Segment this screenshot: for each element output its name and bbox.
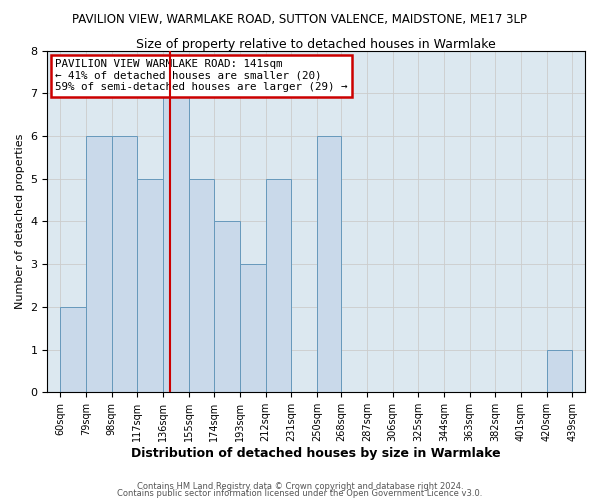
- Bar: [86, 136, 112, 392]
- Text: PAVILION VIEW WARMLAKE ROAD: 141sqm
← 41% of detached houses are smaller (20)
59: PAVILION VIEW WARMLAKE ROAD: 141sqm ← 41…: [55, 59, 348, 92]
- Bar: [112, 136, 137, 392]
- Bar: [214, 222, 240, 392]
- Bar: [317, 136, 341, 392]
- Bar: [240, 264, 266, 392]
- Bar: [137, 178, 163, 392]
- X-axis label: Distribution of detached houses by size in Warmlake: Distribution of detached houses by size …: [131, 447, 501, 460]
- Bar: [60, 307, 86, 392]
- Bar: [163, 93, 188, 392]
- Bar: [188, 178, 214, 392]
- Title: Size of property relative to detached houses in Warmlake: Size of property relative to detached ho…: [136, 38, 496, 51]
- Y-axis label: Number of detached properties: Number of detached properties: [15, 134, 25, 309]
- Bar: [547, 350, 572, 393]
- Bar: [266, 178, 291, 392]
- Text: PAVILION VIEW, WARMLAKE ROAD, SUTTON VALENCE, MAIDSTONE, ME17 3LP: PAVILION VIEW, WARMLAKE ROAD, SUTTON VAL…: [73, 12, 527, 26]
- Text: Contains public sector information licensed under the Open Government Licence v3: Contains public sector information licen…: [118, 489, 482, 498]
- Text: Contains HM Land Registry data © Crown copyright and database right 2024.: Contains HM Land Registry data © Crown c…: [137, 482, 463, 491]
